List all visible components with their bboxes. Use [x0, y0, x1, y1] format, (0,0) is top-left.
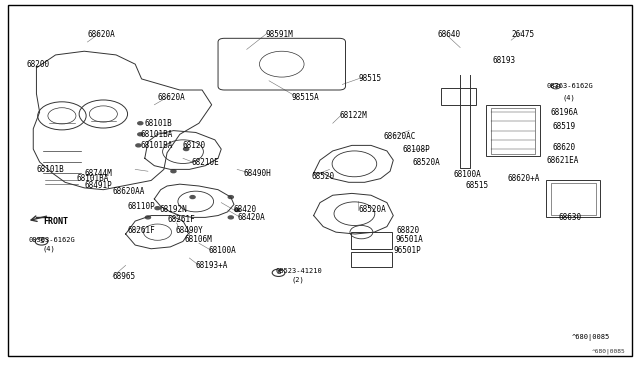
- Text: FRONT: FRONT: [43, 217, 68, 225]
- Text: 68519: 68519: [552, 122, 576, 131]
- Text: 68196A: 68196A: [550, 108, 579, 117]
- Text: 68515: 68515: [465, 182, 488, 190]
- Text: 26475: 26475: [511, 30, 534, 39]
- Bar: [546, 180, 600, 217]
- Text: 68101B: 68101B: [36, 165, 64, 174]
- Bar: [486, 105, 540, 157]
- Text: 68261F: 68261F: [127, 226, 156, 235]
- Text: 68520A: 68520A: [358, 205, 386, 215]
- Text: 68108P: 68108P: [403, 145, 431, 154]
- Bar: [351, 252, 392, 267]
- Text: 68122M: 68122M: [339, 111, 367, 121]
- Text: 68491P: 68491P: [84, 182, 112, 190]
- Bar: [351, 232, 392, 249]
- Text: 68110P: 68110P: [127, 202, 156, 211]
- Circle shape: [136, 144, 141, 147]
- Text: 08363-6162G: 08363-6162G: [546, 83, 593, 89]
- Text: 68620A: 68620A: [157, 93, 185, 102]
- Circle shape: [155, 207, 160, 210]
- Text: 68200: 68200: [27, 60, 50, 69]
- Text: (4): (4): [562, 94, 575, 101]
- Text: 68192N: 68192N: [159, 205, 187, 215]
- Text: 68101BA: 68101BA: [140, 130, 173, 139]
- Circle shape: [184, 148, 189, 151]
- Text: 96501A: 96501A: [395, 235, 423, 244]
- Text: 68621EA: 68621EA: [546, 155, 579, 165]
- Text: 68965: 68965: [113, 272, 136, 281]
- Text: 68101BA: 68101BA: [140, 141, 173, 150]
- Text: 68820: 68820: [396, 226, 420, 235]
- Text: 08523-41210: 08523-41210: [275, 268, 322, 274]
- Text: 68520: 68520: [312, 172, 335, 181]
- Bar: [441, 88, 476, 105]
- Bar: [491, 108, 535, 154]
- Text: 68261F: 68261F: [167, 215, 195, 224]
- Text: 68210E: 68210E: [191, 157, 219, 167]
- Text: 68101BA: 68101BA: [77, 174, 109, 183]
- Text: 68193+A: 68193+A: [196, 261, 228, 270]
- Text: (4): (4): [43, 246, 56, 252]
- Text: 98591M: 98591M: [266, 30, 294, 39]
- Text: ^680|0085: ^680|0085: [572, 334, 610, 341]
- Text: 68640: 68640: [438, 30, 461, 39]
- Text: S: S: [276, 270, 281, 275]
- Text: 68744M: 68744M: [84, 169, 112, 177]
- Text: 98515A: 98515A: [291, 93, 319, 102]
- Text: 68620A: 68620A: [88, 30, 115, 39]
- Circle shape: [145, 216, 150, 219]
- Text: 96501P: 96501P: [394, 246, 421, 255]
- Text: 68100A: 68100A: [454, 170, 481, 179]
- Circle shape: [228, 196, 234, 199]
- Text: ^680|0085: ^680|0085: [592, 349, 626, 354]
- Circle shape: [138, 133, 143, 136]
- Text: 68106M: 68106M: [185, 235, 212, 244]
- Text: 68620+A: 68620+A: [508, 174, 540, 183]
- Text: 08363-6162G: 08363-6162G: [29, 237, 76, 243]
- Text: 68420: 68420: [234, 205, 257, 215]
- Circle shape: [228, 216, 234, 219]
- Text: 68490Y: 68490Y: [175, 226, 203, 235]
- Text: 68620AA: 68620AA: [113, 187, 145, 196]
- Text: 68420A: 68420A: [237, 213, 265, 222]
- Circle shape: [171, 170, 176, 173]
- Circle shape: [235, 209, 240, 211]
- Text: 68490H: 68490H: [244, 169, 271, 177]
- Text: (2): (2): [291, 277, 304, 283]
- Text: 68630: 68630: [559, 213, 582, 222]
- Text: S: S: [39, 239, 44, 244]
- Text: 68620: 68620: [552, 143, 576, 152]
- Text: 68520A: 68520A: [412, 157, 440, 167]
- Text: 68120: 68120: [183, 141, 206, 150]
- Text: 68100A: 68100A: [209, 246, 236, 255]
- Text: 98515: 98515: [358, 74, 381, 83]
- Bar: [550, 183, 596, 215]
- Text: 68101B: 68101B: [145, 119, 173, 128]
- Circle shape: [138, 122, 143, 125]
- Text: 68620AC: 68620AC: [384, 132, 416, 141]
- Circle shape: [190, 196, 195, 199]
- Text: 68193: 68193: [492, 56, 515, 65]
